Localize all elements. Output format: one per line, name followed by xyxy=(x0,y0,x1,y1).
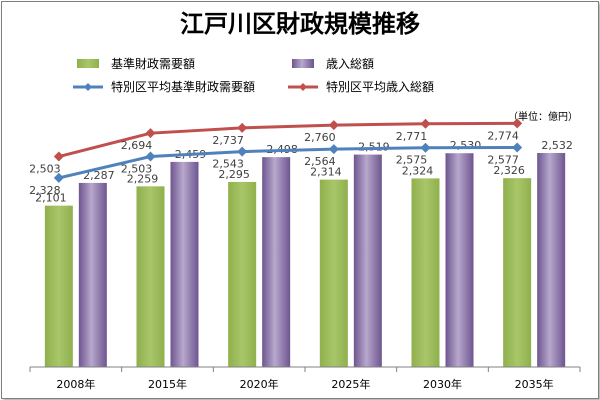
bar-value-label: 2,324 xyxy=(402,164,434,177)
bar xyxy=(262,157,291,367)
x-tick-label: 2030年 xyxy=(423,377,462,391)
bar xyxy=(44,205,73,367)
line-marker xyxy=(53,151,64,162)
bar xyxy=(445,153,474,367)
line-value-label: 2,694 xyxy=(121,139,153,152)
bar-value-label: 2,295 xyxy=(218,168,250,181)
bar-value-label: 2,326 xyxy=(493,164,525,177)
line-value-label: 2,328 xyxy=(29,184,61,197)
line-marker xyxy=(328,120,339,131)
legend-marker xyxy=(84,83,92,91)
unit-label: （単位：億円） xyxy=(508,110,578,123)
chart-title: 江戸川区財政規模推移 xyxy=(180,10,420,38)
legend-label: 特別区平均基準財政需要額 xyxy=(111,79,255,94)
line-value-label: 2,503 xyxy=(121,163,153,176)
line-marker xyxy=(420,118,431,129)
line-marker xyxy=(53,172,64,183)
x-tick-label: 2035年 xyxy=(515,377,554,391)
bar xyxy=(411,178,440,367)
line-value-label: 2,564 xyxy=(304,155,336,168)
bar-value-label: 2,287 xyxy=(83,169,115,182)
legend-label: 歳入総額 xyxy=(326,57,374,71)
line-marker xyxy=(237,146,248,157)
line-value-label: 2,737 xyxy=(212,134,244,147)
line-value-label: 2,543 xyxy=(212,158,244,171)
line-value-label: 2,774 xyxy=(487,129,519,142)
bar xyxy=(78,182,107,367)
bar xyxy=(228,181,257,367)
line-marker xyxy=(420,142,431,153)
bar xyxy=(503,178,532,367)
legend-label: 特別区平均歳入総額 xyxy=(326,79,434,94)
line-marker xyxy=(145,151,156,162)
x-tick-label: 2015年 xyxy=(148,377,187,391)
bar-value-label: 2,259 xyxy=(127,172,159,185)
line-value-label: 2,760 xyxy=(304,131,336,144)
line-value-label: 2,771 xyxy=(396,130,428,143)
line-value-label: 2,575 xyxy=(396,154,428,167)
x-tick-label: 2025年 xyxy=(331,377,370,391)
bar-value-label: 2,530 xyxy=(450,139,482,152)
bar-value-label: 2,101 xyxy=(35,192,67,205)
line-marker xyxy=(145,128,156,139)
bar xyxy=(353,154,382,367)
bar xyxy=(136,186,165,367)
bar xyxy=(319,179,348,367)
bar-value-label: 2,532 xyxy=(541,139,573,152)
x-tick-label: 2008年 xyxy=(56,377,95,391)
legend-swatch xyxy=(292,59,314,68)
legend-swatch xyxy=(77,59,99,68)
line-value-label: 2,577 xyxy=(487,153,519,166)
line-value-label: 2,503 xyxy=(29,163,61,176)
line-marker xyxy=(328,144,339,155)
series-line xyxy=(58,145,518,180)
legend-label: 基準財政需要額 xyxy=(111,56,195,71)
series-line xyxy=(58,121,518,158)
line-marker xyxy=(512,118,523,129)
bar-value-label: 2,314 xyxy=(310,166,342,179)
bar xyxy=(537,152,566,367)
legend-marker xyxy=(299,83,307,91)
bar xyxy=(170,161,199,367)
x-tick-label: 2020年 xyxy=(240,377,279,391)
line-marker xyxy=(237,122,248,133)
line-marker xyxy=(512,142,523,153)
